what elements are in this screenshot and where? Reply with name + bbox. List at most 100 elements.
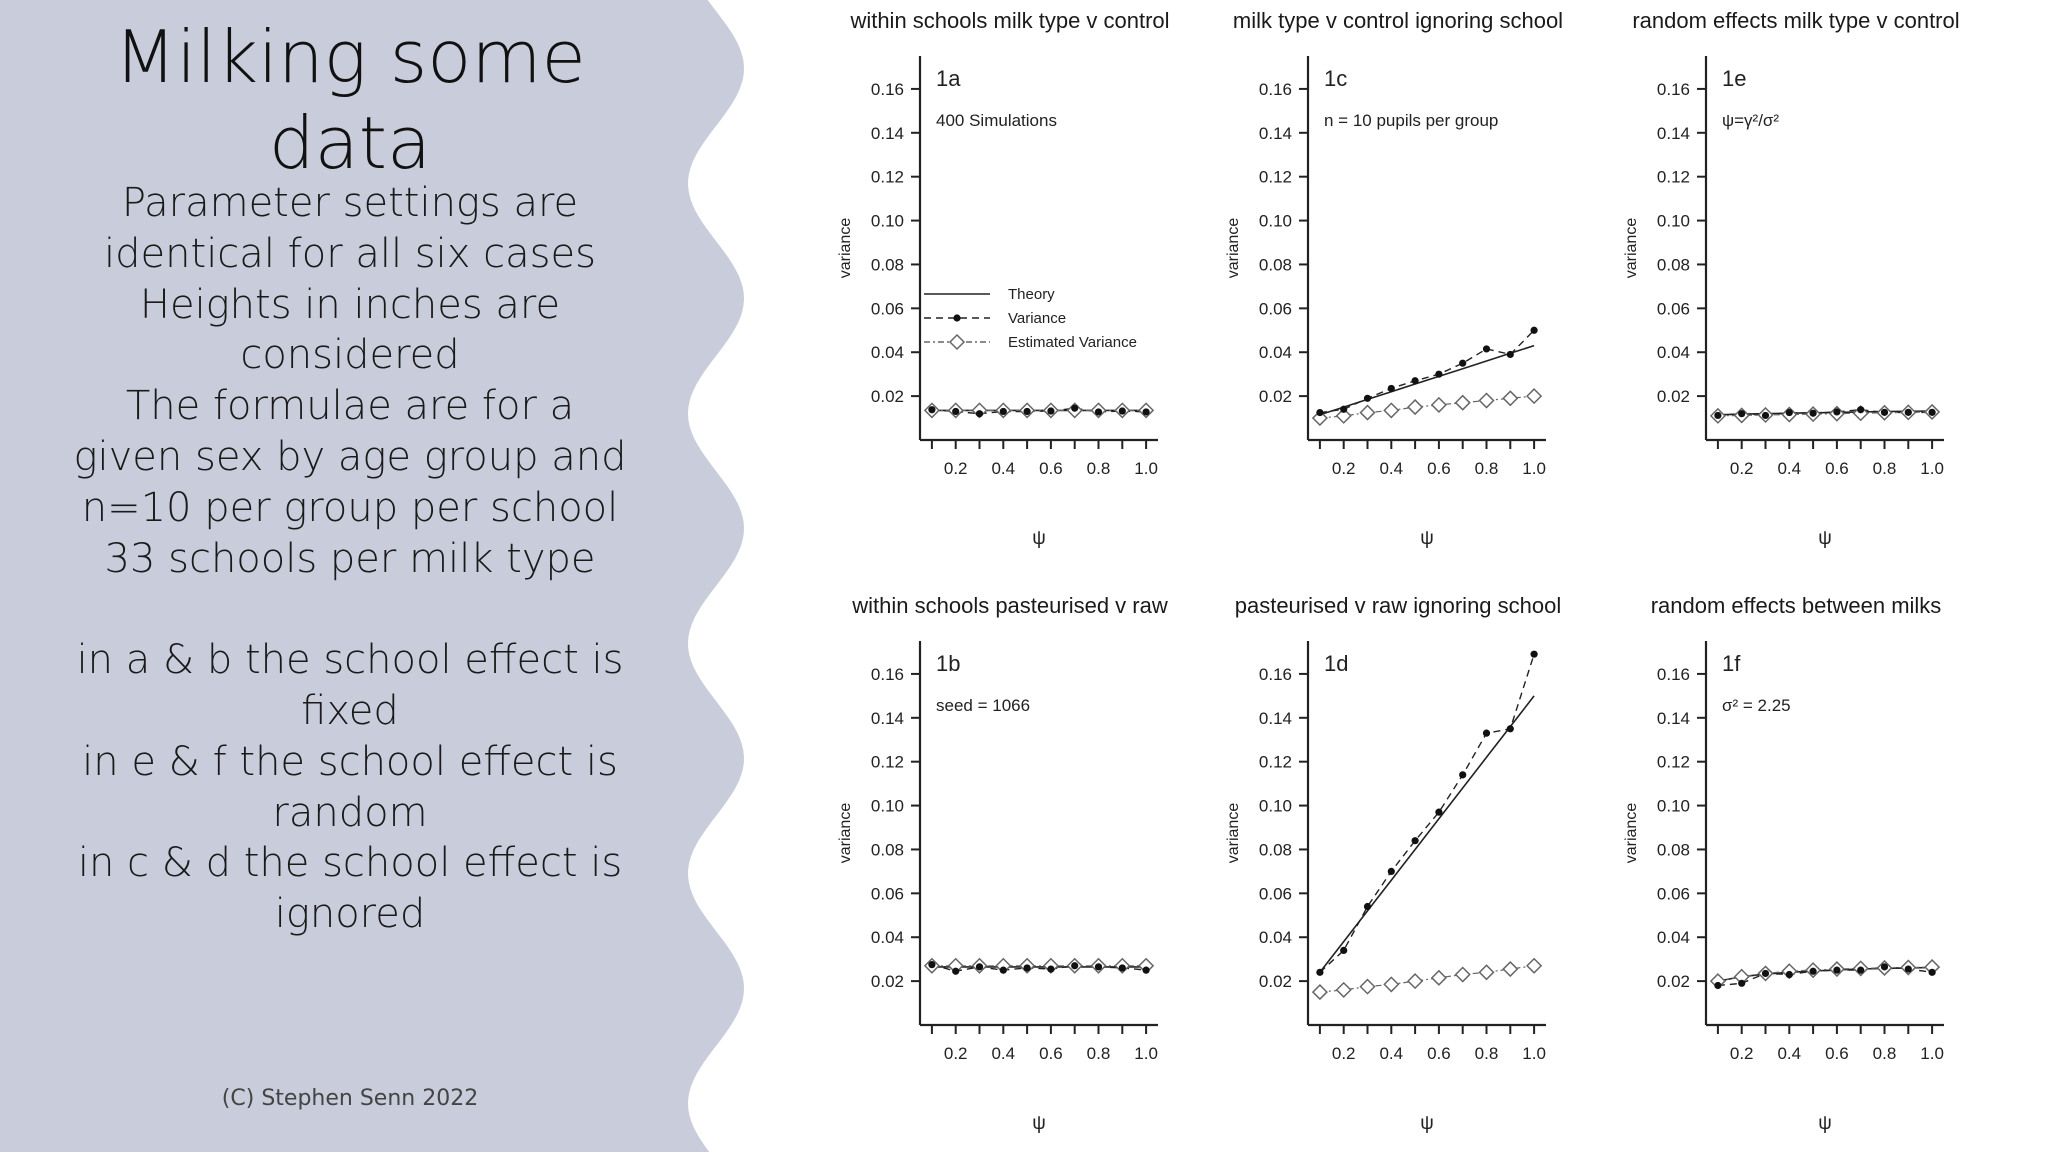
panel-annotation: ψ=γ²/σ² <box>1722 111 1779 130</box>
y-tick-label: 0.02 <box>871 387 904 406</box>
variance-point <box>1071 962 1079 970</box>
variance-point <box>1482 345 1491 353</box>
chart-legend: Theory Variance Estimated Variance <box>924 286 1137 351</box>
variance-point <box>1459 359 1467 367</box>
y-tick-label: 0.10 <box>871 212 904 231</box>
slide-body-line: in e & f the school effect is <box>82 738 618 785</box>
series-line-theory <box>1319 344 1535 416</box>
y-tick-label: 0.08 <box>1259 255 1292 274</box>
chart-title: within schools pasteurised v raw <box>852 593 1168 618</box>
y-tick-label: 0.04 <box>1657 928 1690 947</box>
slide-body-line: n=10 per group per school <box>81 484 619 531</box>
y-tick-label: 0.04 <box>1657 343 1690 362</box>
variance-point <box>1142 408 1150 416</box>
y-tick-label: 0.04 <box>1259 928 1292 947</box>
estimated-variance-point <box>1526 388 1543 405</box>
y-axis-label: variance <box>1225 803 1242 864</box>
variance-point <box>1482 729 1491 737</box>
y-axis-label: variance <box>837 218 854 279</box>
variance-point <box>1761 969 1770 978</box>
variance-point <box>1047 407 1055 415</box>
variance-point <box>1094 963 1103 971</box>
chart-plot: 0.02 0.04 0.06 0.08 0.10 0.12 0.14 0.16 0.2 0.4 0.… <box>837 641 1158 1134</box>
variance-point <box>1880 963 1889 971</box>
series-line-variance <box>931 964 1147 972</box>
panel-label: 1d <box>1324 651 1348 676</box>
variance-point <box>1435 808 1443 816</box>
variance-point <box>975 410 984 418</box>
panel-label: 1f <box>1722 651 1741 676</box>
chart-plot: 0.02 0.04 0.06 0.08 0.10 0.12 0.14 0.16 0.2 0.4 0.… <box>837 56 1158 549</box>
slide-body-line: in a & b the school effect is <box>76 637 624 684</box>
chart-title: random effects milk type v control <box>1632 8 1960 33</box>
variance-point <box>1738 979 1746 987</box>
x-axis-label: ψ <box>1032 528 1046 549</box>
chart-panel-1c: milk type v control ignoring school 0.02 0… <box>1198 0 1598 572</box>
y-tick-label: 0.16 <box>1657 665 1690 684</box>
variance-point <box>1857 966 1865 974</box>
estimated-variance-point <box>1383 402 1400 419</box>
x-tick-label: 0.4 <box>1379 459 1403 478</box>
y-tick-label: 0.10 <box>1259 212 1292 231</box>
x-tick-label: 0.6 <box>1825 1044 1849 1063</box>
x-tick-label: 0.2 <box>1332 1044 1356 1063</box>
x-tick-label: 0.2 <box>1730 459 1754 478</box>
x-axis-label: ψ <box>1032 1113 1046 1134</box>
x-tick-label: 0.2 <box>1730 1044 1754 1063</box>
estimated-variance-point <box>1383 976 1400 993</box>
x-tick-label: 0.4 <box>991 1044 1015 1063</box>
series-line-estimated-variance <box>1319 965 1535 993</box>
x-axis-label: ψ <box>1818 528 1832 549</box>
y-tick-label: 0.10 <box>1259 797 1292 816</box>
variance-point <box>1071 404 1079 412</box>
estimated-variance-point <box>1311 984 1328 1001</box>
panel-annotation: 400 Simulations <box>936 111 1057 130</box>
slide-body-text: Parameter settings are identical for all … <box>40 178 660 940</box>
slide-side-panel-background <box>0 0 744 1152</box>
variance-point <box>1714 411 1722 420</box>
variance-point <box>928 961 936 969</box>
slide-text-panel: Milking some data Parameter settings are… <box>0 0 700 1152</box>
slide-body-line: Heights in inches are <box>139 281 561 328</box>
y-tick-label: 0.10 <box>871 797 904 816</box>
y-tick-label: 0.06 <box>1259 884 1292 903</box>
y-axis-label: variance <box>1623 803 1640 864</box>
series-line-estimated-variance <box>1717 411 1933 417</box>
x-tick-label: 0.6 <box>1427 459 1451 478</box>
series-line-variance <box>1319 653 1535 973</box>
slide-body-line: identical for all six cases <box>104 230 596 277</box>
variance-point <box>1023 407 1031 416</box>
panel-label: 1a <box>936 66 961 91</box>
variance-point <box>1411 377 1419 385</box>
y-tick-label: 0.06 <box>871 299 904 318</box>
variance-point <box>1363 394 1372 402</box>
variance-point <box>1142 966 1150 974</box>
y-tick-label: 0.04 <box>1259 343 1292 362</box>
y-tick-label: 0.14 <box>1657 124 1690 143</box>
variance-point <box>1928 408 1936 416</box>
chart-plot: 0.02 0.04 0.06 0.08 0.10 0.12 0.14 0.16 0.2 0.4 0.… <box>1225 56 1546 549</box>
variance-point <box>1363 902 1372 911</box>
y-tick-label: 0.14 <box>1259 124 1292 143</box>
x-tick-label: 0.4 <box>991 459 1015 478</box>
chart-panel-1d: pasteurised v raw ignoring school 0.02 0.0… <box>1198 585 1598 1157</box>
y-tick-label: 0.02 <box>1259 387 1292 406</box>
slide-body-line: random <box>272 789 428 836</box>
variance-point <box>1316 968 1324 976</box>
x-tick-label: 1.0 <box>1522 1044 1546 1063</box>
variance-point <box>1880 408 1889 416</box>
series-line-variance <box>1319 329 1535 414</box>
y-tick-label: 0.06 <box>1657 299 1690 318</box>
y-tick-label: 0.14 <box>871 124 904 143</box>
variance-point <box>1340 405 1348 413</box>
y-tick-label: 0.08 <box>871 255 904 274</box>
estimated-variance-point <box>1454 394 1471 411</box>
variance-point <box>1506 725 1514 733</box>
variance-point <box>1738 410 1746 418</box>
slide-body-line: ignored <box>274 891 426 938</box>
y-tick-label: 0.12 <box>1657 753 1690 772</box>
slide-body-line: 33 schools per milk type <box>104 535 596 582</box>
variance-point <box>1023 964 1031 972</box>
x-tick-label: 0.2 <box>944 459 968 478</box>
y-tick-label: 0.02 <box>1657 972 1690 991</box>
